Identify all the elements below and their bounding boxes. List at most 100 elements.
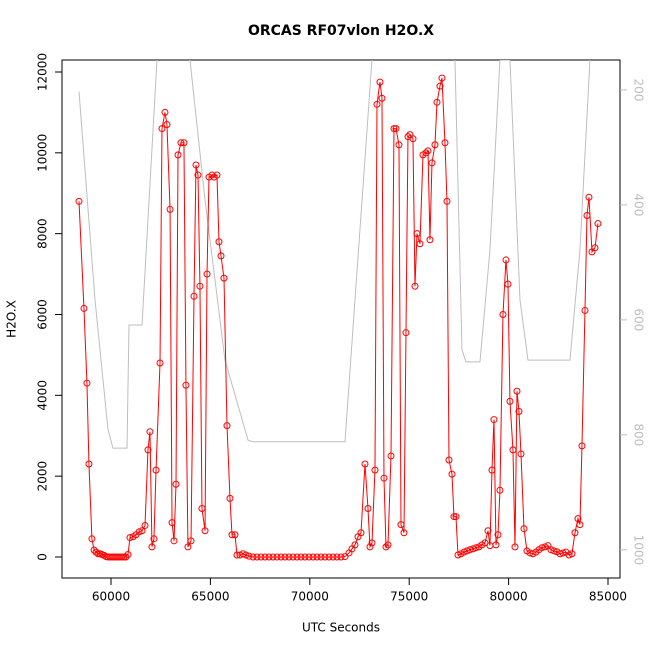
data-point: [450, 513, 458, 521]
y-tick-label: 6000: [36, 299, 50, 330]
data-point: [281, 553, 289, 561]
y2-tick-label: 400: [632, 193, 646, 216]
data-point: [90, 546, 98, 554]
x-axis-label: UTC Seconds: [302, 621, 380, 635]
x-tick-label: 75000: [390, 590, 428, 604]
plot-area: [75, 60, 602, 561]
data-point: [337, 553, 345, 561]
data-point: [190, 292, 198, 300]
data-point: [223, 422, 231, 430]
data-point: [261, 553, 269, 561]
data-point: [156, 359, 164, 367]
data-point: [203, 270, 211, 278]
data-point: [502, 256, 510, 264]
data-point: [172, 480, 180, 488]
data-point: [301, 553, 309, 561]
data-point: [438, 74, 446, 82]
data-point: [585, 193, 593, 201]
data-point: [201, 527, 209, 535]
data-point: [452, 513, 460, 521]
data-line: [78, 60, 591, 449]
data-point: [269, 553, 277, 561]
data-point: [88, 535, 96, 543]
data-point: [441, 139, 449, 147]
data-point: [85, 460, 93, 468]
data-point: [177, 139, 185, 147]
data-point: [231, 531, 239, 539]
data-point: [163, 121, 171, 129]
data-point: [313, 553, 321, 561]
data-point: [289, 553, 297, 561]
data-point: [581, 306, 589, 314]
data-point: [380, 474, 388, 482]
data-point: [517, 450, 525, 458]
data-point: [364, 504, 372, 512]
data-point: [397, 521, 405, 529]
data-point: [594, 220, 602, 228]
data-point: [583, 211, 591, 219]
data-point: [578, 442, 586, 450]
data-point: [80, 304, 88, 312]
data-point: [571, 529, 579, 537]
data-point: [192, 161, 200, 169]
data-point: [496, 486, 504, 494]
data-point: [466, 546, 474, 554]
y-tick-label: 0: [36, 553, 50, 561]
data-point: [226, 494, 234, 502]
data-point: [490, 416, 498, 424]
data-point: [118, 553, 126, 561]
data-point: [494, 531, 502, 539]
data-point: [148, 543, 156, 551]
data-point: [436, 82, 444, 90]
data-point: [390, 125, 398, 133]
data-point: [515, 407, 523, 415]
data-point: [168, 519, 176, 527]
data-point: [550, 547, 558, 555]
chart-title: ORCAS RF07vlon H2O.X: [248, 23, 434, 39]
data-point: [293, 553, 301, 561]
data-point: [297, 553, 305, 561]
data-point: [506, 397, 514, 405]
data-point: [180, 139, 188, 147]
data-point: [378, 94, 386, 102]
data-point: [513, 387, 521, 395]
y-axis-label: H2O.X: [5, 300, 19, 338]
data-point: [428, 159, 436, 167]
x-tick-label: 80000: [490, 590, 528, 604]
data-point: [576, 521, 584, 529]
data-point: [382, 543, 390, 551]
data-point: [499, 310, 507, 318]
data-point: [445, 456, 453, 464]
data-point: [217, 252, 225, 260]
data-point: [92, 548, 100, 556]
data-point: [215, 238, 223, 246]
data-point: [509, 446, 517, 454]
data-point: [424, 147, 432, 155]
data-point: [373, 100, 381, 108]
data-point: [184, 543, 192, 551]
data-point: [384, 541, 392, 549]
data-point: [166, 205, 174, 213]
data-point: [170, 537, 178, 545]
data-point: [368, 539, 376, 547]
data-point: [265, 553, 273, 561]
y2-tick-label: 1000: [632, 535, 646, 566]
data-point: [402, 329, 410, 337]
data-point: [138, 527, 146, 535]
data-point: [249, 553, 257, 561]
data-point: [253, 553, 261, 561]
data-point: [431, 141, 439, 149]
data-point: [317, 553, 325, 561]
data-point: [305, 553, 313, 561]
data-point: [409, 135, 417, 143]
x-tick-label: 85000: [589, 590, 627, 604]
data-point: [448, 470, 456, 478]
y2-tick-label: 200: [632, 78, 646, 101]
y-tick-label: 8000: [36, 218, 50, 249]
data-point: [321, 553, 329, 561]
data-point: [141, 521, 149, 529]
data-point: [187, 537, 195, 545]
